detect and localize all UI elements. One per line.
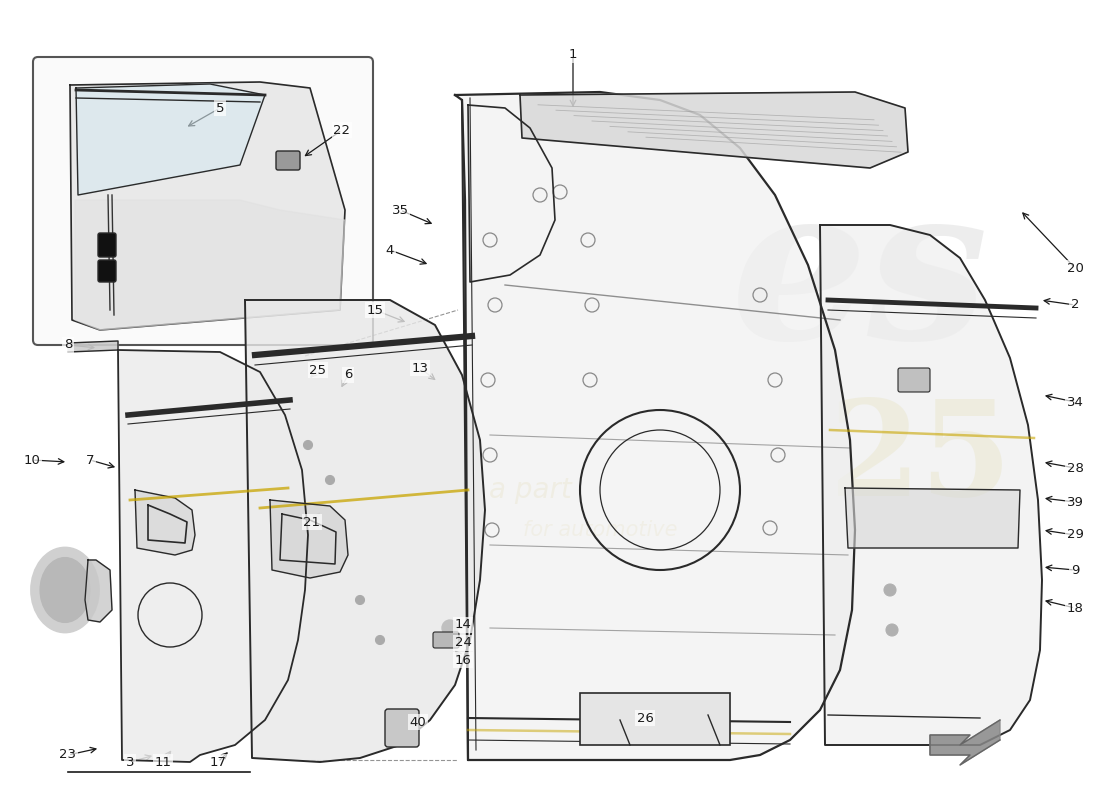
Text: 22: 22: [333, 123, 351, 137]
Polygon shape: [930, 720, 1000, 765]
Text: 24: 24: [454, 637, 472, 650]
FancyBboxPatch shape: [98, 260, 116, 282]
Text: 16: 16: [454, 654, 472, 666]
Text: for automotive: for automotive: [522, 520, 678, 540]
Text: 20: 20: [1067, 262, 1084, 274]
Text: 34: 34: [1067, 395, 1084, 409]
Polygon shape: [270, 500, 348, 578]
FancyBboxPatch shape: [276, 151, 300, 170]
Polygon shape: [70, 82, 345, 330]
Text: 13: 13: [411, 362, 429, 374]
Circle shape: [886, 624, 898, 636]
Text: 25: 25: [828, 395, 1012, 525]
Text: 23: 23: [59, 749, 77, 762]
FancyBboxPatch shape: [33, 57, 373, 345]
Polygon shape: [820, 225, 1042, 745]
Text: 10: 10: [23, 454, 41, 466]
Polygon shape: [245, 300, 485, 762]
Ellipse shape: [40, 558, 90, 622]
Polygon shape: [118, 350, 308, 762]
Text: 9: 9: [1070, 563, 1079, 577]
Polygon shape: [68, 341, 118, 352]
Circle shape: [884, 584, 896, 596]
Text: a part: a part: [488, 476, 571, 504]
Polygon shape: [455, 92, 855, 760]
Circle shape: [442, 620, 458, 636]
Text: 18: 18: [1067, 602, 1084, 614]
Text: 21: 21: [304, 515, 320, 529]
Text: 40: 40: [409, 715, 427, 729]
Circle shape: [355, 595, 364, 605]
Polygon shape: [76, 84, 265, 195]
FancyBboxPatch shape: [98, 233, 116, 257]
FancyBboxPatch shape: [385, 709, 419, 747]
Text: 3: 3: [125, 755, 134, 769]
Polygon shape: [520, 92, 908, 168]
Circle shape: [375, 635, 385, 645]
Text: 14: 14: [454, 618, 472, 631]
Text: 4: 4: [386, 243, 394, 257]
Text: 2: 2: [1070, 298, 1079, 311]
Text: 15: 15: [366, 303, 384, 317]
Text: 8: 8: [64, 338, 73, 351]
Polygon shape: [75, 200, 345, 330]
FancyBboxPatch shape: [433, 632, 459, 648]
Text: 17: 17: [209, 755, 227, 769]
Text: 26: 26: [637, 711, 653, 725]
Text: 25: 25: [309, 363, 327, 377]
Text: 7: 7: [86, 454, 95, 466]
Polygon shape: [845, 488, 1020, 548]
Text: 6: 6: [344, 369, 352, 382]
Text: 11: 11: [154, 755, 172, 769]
Text: 1: 1: [569, 49, 578, 62]
Ellipse shape: [31, 547, 99, 633]
Bar: [580, 693, 730, 745]
Circle shape: [304, 441, 312, 450]
Circle shape: [326, 475, 334, 485]
Text: 39: 39: [1067, 495, 1084, 509]
Text: 35: 35: [392, 203, 408, 217]
FancyBboxPatch shape: [898, 368, 929, 392]
Polygon shape: [85, 560, 112, 622]
Text: 5: 5: [216, 102, 224, 114]
Polygon shape: [135, 490, 195, 555]
Text: 28: 28: [1067, 462, 1084, 474]
Text: es: es: [730, 175, 989, 385]
Text: 29: 29: [1067, 529, 1084, 542]
